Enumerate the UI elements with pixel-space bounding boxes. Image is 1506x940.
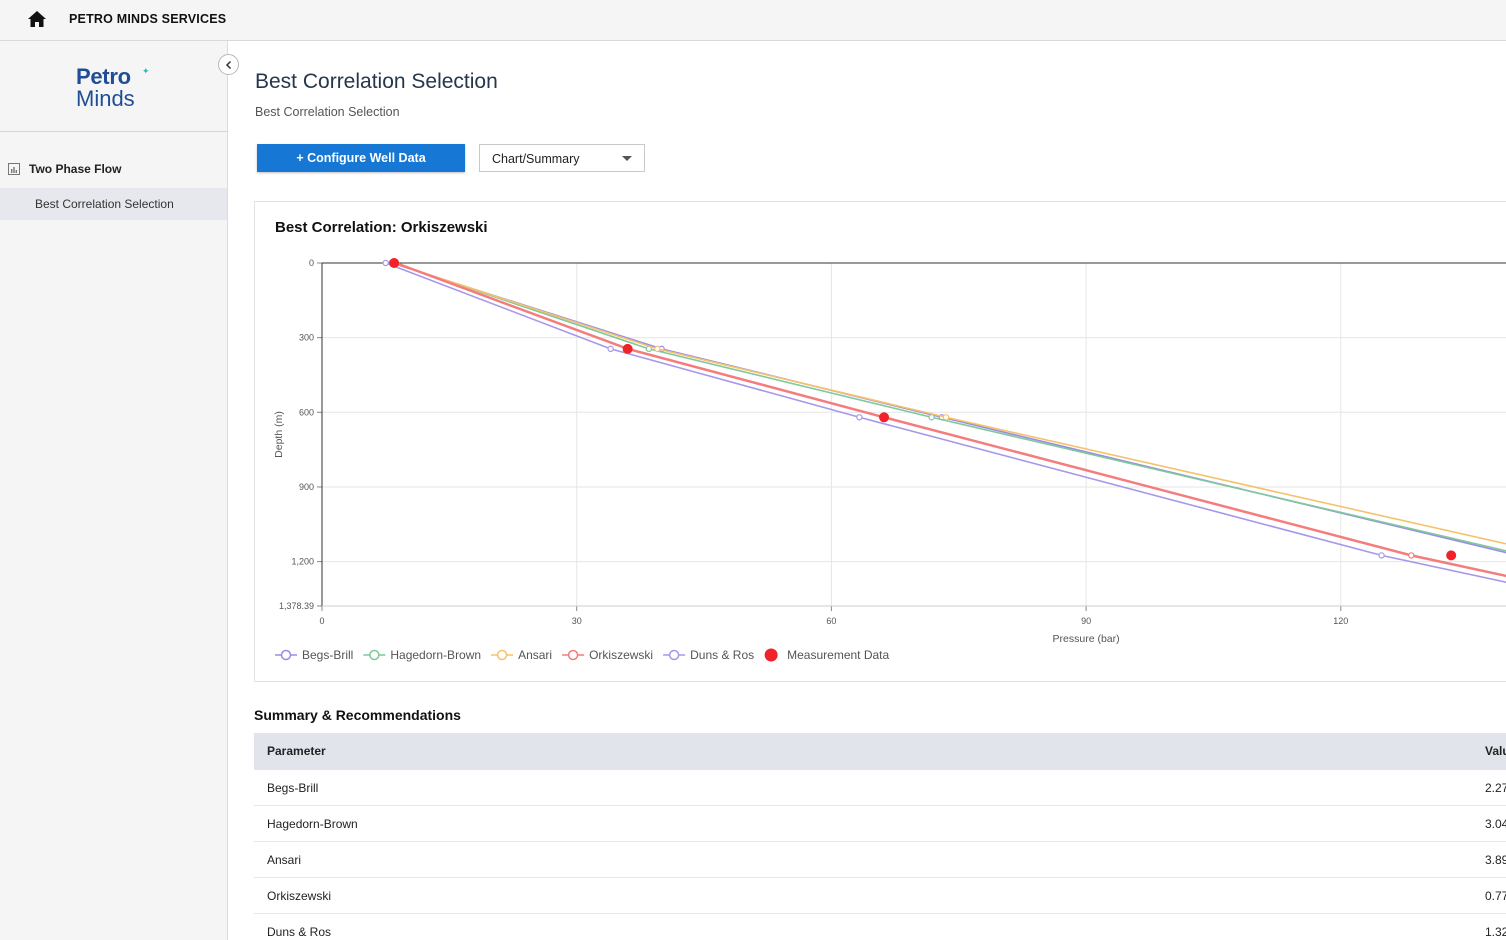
chevron-left-icon <box>225 60 231 69</box>
view-select[interactable]: Chart/Summary <box>479 144 645 172</box>
series-point-hagedorn-brown <box>928 414 935 421</box>
breadcrumb: Best Correlation Selection <box>255 105 400 119</box>
cell-value: 3.04 <box>1485 817 1506 831</box>
legend-label-hagedorn-brown: Hagedorn-Brown <box>390 648 481 662</box>
cell-value: 3.89 <box>1485 853 1506 867</box>
table-row: Ansari 3.89 <box>254 842 1506 878</box>
x-tick-label: 30 <box>572 616 582 626</box>
series-point-duns-ros <box>382 259 389 267</box>
table-row: Hagedorn-Brown 3.04 <box>254 806 1506 842</box>
series-line-orkiszewski <box>395 261 1506 578</box>
y-tick-label: 1,378.39 <box>279 601 314 611</box>
cell-value: 1.32 <box>1485 925 1506 939</box>
y-tick-label: 300 <box>299 333 314 343</box>
logo-line1: Petro <box>76 64 131 89</box>
y-tick-label: 0 <box>309 258 314 268</box>
legend-label-duns-ros: Duns & Ros <box>690 648 754 662</box>
top-bar: PETRO MINDS SERVICES <box>0 0 1506 41</box>
series-point-ansari <box>942 414 950 421</box>
legend-marker-measurement <box>764 648 778 662</box>
measurement-point <box>389 258 400 268</box>
chart-icon <box>8 163 20 175</box>
chart-title: Best Correlation: Orkiszewski <box>275 219 488 236</box>
legend-label-measurement: Measurement Data <box>787 648 889 662</box>
legend-label-orkiszewski: Orkiszewski <box>589 648 653 662</box>
column-header-value: Valu <box>1485 744 1506 758</box>
view-select-value: Chart/Summary <box>492 152 580 166</box>
table-header: Parameter Valu <box>254 733 1506 770</box>
x-tick-label: 60 <box>826 616 836 626</box>
main-content: Best Correlation Selection Best Correlat… <box>228 41 1506 940</box>
legend-label-ansari: Ansari <box>518 648 552 662</box>
chart-card: Best Correlation: Orkiszewski 0 30 60 90 120… <box>254 201 1506 682</box>
legend-label-begs-brill: Begs-Brill <box>302 648 353 662</box>
x-tick-label: 120 <box>1333 616 1348 626</box>
table-row: Duns & Ros 1.32 <box>254 914 1506 940</box>
series-point-orkiszewski <box>1408 552 1415 559</box>
y-axis-label: Depth (m) <box>273 411 285 458</box>
column-header-parameter: Parameter <box>267 744 326 758</box>
sidebar-item-label: Best Correlation Selection <box>35 197 174 211</box>
measurement-point <box>622 343 633 354</box>
series-point-ansari <box>654 345 661 353</box>
sidebar-item-best-correlation-selection[interactable]: Best Correlation Selection <box>0 188 227 220</box>
app-brand: PETRO MINDS SERVICES <box>69 12 227 26</box>
legend-marker-orkiszewski <box>567 649 579 661</box>
legend-marker-begs-brill <box>280 649 292 661</box>
logo-line2: Minds <box>76 86 135 111</box>
cell-parameter: Ansari <box>267 853 302 867</box>
legend-marker-ansari <box>496 649 508 661</box>
sidebar-collapse-button[interactable] <box>218 54 239 75</box>
y-tick-label: 600 <box>299 407 314 417</box>
logo-sparkle-icon: ✦ <box>142 66 150 76</box>
x-tick-label: 0 <box>319 616 324 626</box>
cell-parameter: Duns & Ros <box>267 925 332 939</box>
series-point-duns-ros <box>856 414 863 421</box>
x-axis-label: Pressure (bar) <box>1053 633 1120 645</box>
y-tick-label: 1,200 <box>291 557 314 567</box>
summary-table: Parameter Valu Begs-Brill 2.27 Hagedorn-… <box>254 733 1506 940</box>
page-title: Best Correlation Selection <box>255 70 498 93</box>
sidebar-divider <box>0 131 228 132</box>
legend-marker-hagedorn-brown <box>369 649 380 661</box>
table-row: Begs-Brill 2.27 <box>254 770 1506 806</box>
logo: Petro Minds ✦ <box>76 64 150 111</box>
series-point-duns-ros <box>607 345 614 353</box>
sidebar-group-label: Two Phase Flow <box>29 162 122 176</box>
x-tick-label: 90 <box>1081 616 1091 626</box>
chart: 0 30 60 90 120 0 300 600 900 1,200 1,378.39 Pressur… <box>273 258 1506 662</box>
sidebar: Petro Minds ✦ Two Phase Flow Best Correl… <box>0 41 228 940</box>
series-line-hagedorn-brown <box>393 262 1506 552</box>
caret-down-icon <box>622 156 632 161</box>
home-icon[interactable] <box>27 10 47 28</box>
cell-value: 0.77 <box>1485 889 1506 903</box>
table-row: Orkiszewski 0.77 <box>254 878 1506 914</box>
series-line-ansari <box>393 262 1506 545</box>
sidebar-group-two-phase-flow[interactable]: Two Phase Flow <box>0 159 227 179</box>
y-tick-label: 900 <box>299 482 314 492</box>
measurement-point <box>1446 550 1457 561</box>
cell-value: 2.27 <box>1485 781 1506 795</box>
summary-title: Summary & Recommendations <box>254 707 461 723</box>
measurement-point <box>879 412 890 423</box>
series-point-duns-ros <box>1378 552 1385 559</box>
cell-parameter: Hagedorn-Brown <box>267 817 358 831</box>
legend-marker-duns-ros <box>668 649 680 661</box>
configure-well-data-button[interactable]: + Configure Well Data <box>257 144 465 172</box>
cell-parameter: Orkiszewski <box>267 889 332 903</box>
cell-parameter: Begs-Brill <box>267 781 319 795</box>
